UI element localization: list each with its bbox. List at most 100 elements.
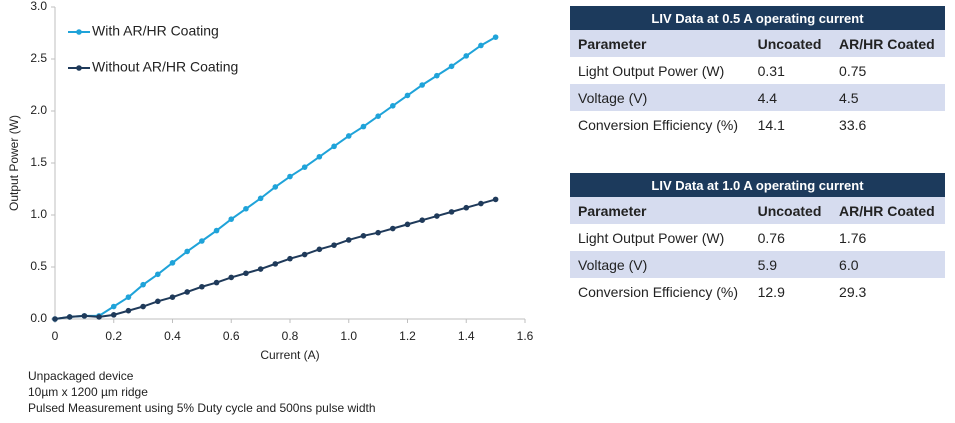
legend-marker [76, 65, 82, 71]
data-point [213, 279, 220, 286]
header-cell: AR/HR Coated [831, 30, 945, 57]
data-point [301, 251, 308, 258]
data-point [199, 283, 205, 290]
data-point [213, 227, 220, 234]
x-tick-label: 0.4 [164, 329, 181, 343]
data-point [390, 103, 396, 109]
note: 10µm x 1200 µm ridge [28, 385, 148, 399]
y-tick-label: 2.5 [30, 51, 47, 65]
x-tick-label: 1.0 [340, 329, 357, 343]
data-point [448, 63, 455, 70]
legend-label: Without AR/HR Coating [92, 59, 238, 75]
table: LIV Data at 0.5 A operating current Param… [570, 6, 945, 138]
data-point [331, 242, 337, 248]
data-point [140, 281, 146, 288]
data-point [316, 153, 323, 160]
data-point [66, 314, 73, 320]
table-cell: 0.76 [757, 229, 785, 246]
data-point [434, 213, 440, 219]
data-point [360, 123, 367, 130]
data-point [272, 184, 279, 190]
data-point [478, 200, 484, 207]
header-cell: AR/HR Coated [831, 197, 945, 224]
data-point [345, 133, 352, 139]
y-tick-label: 1.5 [30, 155, 47, 169]
data-point [199, 238, 205, 244]
y-tick-label: 3.0 [30, 0, 47, 13]
x-axis-label: Current (A) [260, 348, 319, 362]
data-point [390, 225, 396, 232]
data-point [419, 217, 425, 223]
table-cell: 6.0 [831, 251, 945, 278]
note: Pulsed Measurement using 5% Duty cycle a… [28, 401, 376, 415]
data-point [184, 289, 190, 295]
legend-marker [76, 29, 82, 35]
data-point [228, 274, 235, 281]
data-point [375, 113, 381, 119]
data-point [360, 233, 367, 239]
header-cell: Uncoated [749, 197, 832, 224]
table-title: LIV Data at 0.5 A operating current [570, 6, 945, 30]
data-point [434, 72, 440, 79]
data-point [345, 237, 352, 243]
header-cell: Uncoated [749, 30, 832, 57]
data-point [257, 195, 264, 202]
y-axis-label: Output Power (W) [7, 115, 21, 211]
table-cell: Light Output Power (W) [578, 229, 725, 246]
table-row: Light Output Power (W) 0.31 0.75 [570, 57, 945, 84]
data-point [492, 34, 499, 40]
header-cell: Parameter [570, 197, 750, 224]
data-point [155, 298, 161, 305]
x-tick-label: 0.8 [282, 329, 299, 343]
data-point [419, 82, 425, 88]
header-cell: Parameter [570, 30, 750, 57]
data-point [492, 196, 499, 203]
table-cell: 0.31 [757, 62, 785, 79]
table-cell: Conversion Efficiency (%) [578, 116, 739, 133]
data-point [96, 314, 102, 320]
table-cell: 12.9 [757, 283, 785, 300]
table-cell: Voltage (V) [570, 251, 750, 278]
x-tick-label: 1.4 [458, 329, 475, 343]
legend-label: With AR/HR Coating [92, 23, 219, 39]
table: LIV Data at 1.0 A operating current Param… [570, 173, 945, 305]
data-point [140, 303, 146, 310]
data-point [301, 164, 308, 170]
title-row: LIV Data at 0.5 A operating current [570, 6, 945, 30]
data-point [125, 307, 132, 314]
data-point [110, 303, 117, 310]
table-cell: 33.6 [839, 116, 867, 133]
table-cell: Light Output Power (W) [578, 62, 725, 79]
x-tick-label: 0.2 [105, 329, 122, 343]
y-tick-label: 2.0 [30, 103, 47, 117]
table-title: LIV Data at 1.0 A operating current [570, 173, 945, 197]
data-point [184, 248, 190, 255]
table-row: Light Output Power (W) 0.76 1.76 [570, 224, 945, 251]
table-cell: 5.9 [749, 251, 832, 278]
data-point [448, 209, 455, 215]
data-point [287, 173, 293, 180]
data-point [478, 42, 484, 49]
title-row: LIV Data at 1.0 A operating current [570, 173, 945, 197]
table-row: Conversion Efficiency (%) 14.1 33.6 [570, 111, 945, 138]
data-point [52, 316, 58, 322]
data-point [243, 270, 249, 277]
table-row: Voltage (V) 4.4 4.5 [570, 84, 945, 111]
chart: Current (A) Output Power (W) 0.0 0.5 1.0 1.… [7, 0, 534, 362]
x-tick-label: 1.6 [517, 329, 534, 343]
data-point [169, 260, 176, 266]
table-cell: 4.5 [831, 84, 945, 111]
data-point [287, 255, 293, 262]
table-row: Conversion Efficiency (%) 12.9 29.3 [570, 278, 945, 305]
data-point [228, 216, 235, 222]
table-row: Voltage (V) 5.9 6.0 [570, 251, 945, 278]
data-point [155, 271, 161, 278]
data-point [404, 92, 411, 99]
data-point [110, 312, 117, 318]
table-cell: Voltage (V) [570, 84, 750, 111]
data-point [272, 261, 279, 267]
data-point [169, 294, 176, 300]
x-tick-label: 0.6 [223, 329, 240, 343]
series-line [54, 36, 497, 320]
